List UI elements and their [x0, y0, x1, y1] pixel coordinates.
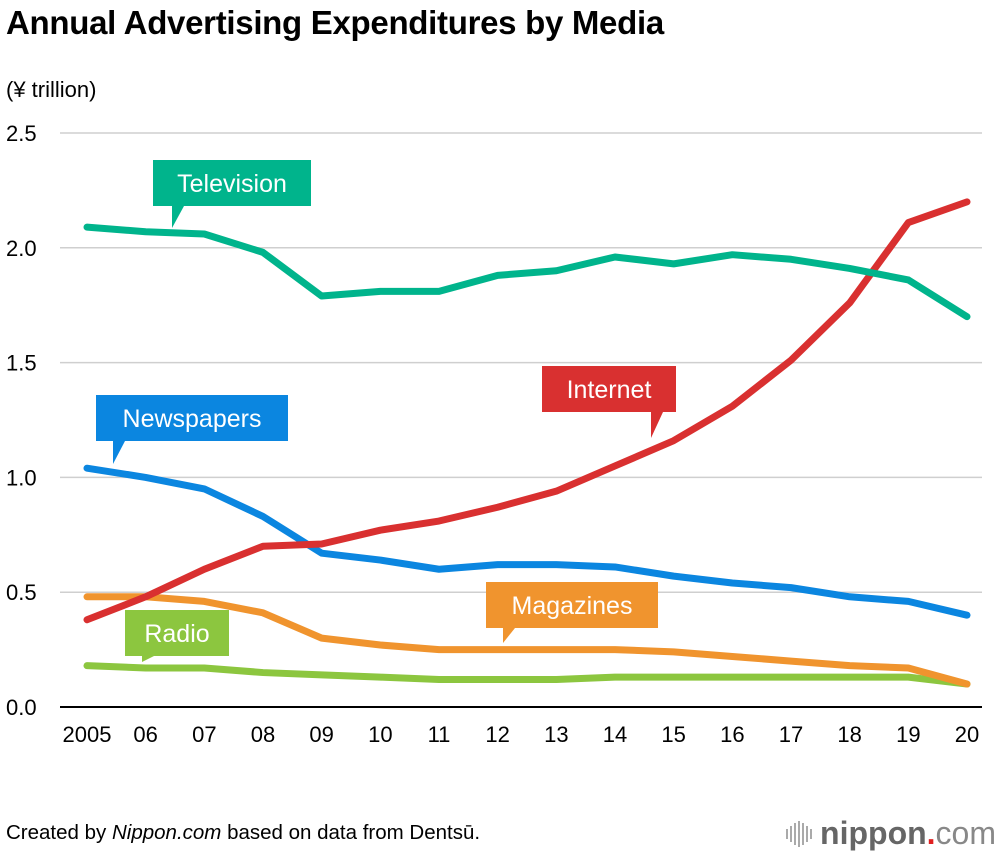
y-tick-label: 0.0 [6, 695, 37, 720]
series-label: Television [177, 170, 287, 198]
x-tick-label: 06 [133, 722, 157, 747]
series-line-radio [83, 662, 971, 688]
series-label: Radio [144, 620, 209, 648]
series-line-magazines [83, 593, 971, 688]
x-tick-label: 2005 [63, 722, 112, 747]
x-tick-label: 17 [779, 722, 803, 747]
callout-internet: Internet [542, 366, 676, 438]
chart-title: Annual Advertising Expenditures by Media [6, 4, 664, 41]
series-line-internet [83, 198, 971, 624]
x-tick-label: 10 [368, 722, 392, 747]
callout-box [486, 582, 658, 628]
sound-bars-icon [786, 820, 813, 847]
callout-pointer [651, 412, 663, 438]
series-label: Newspapers [123, 405, 262, 433]
callout-pointer [113, 441, 125, 464]
y-tick-label: 2.5 [6, 121, 37, 146]
callout-box [125, 610, 229, 656]
source-note: Created by Nippon.com based on data from… [6, 821, 480, 845]
callout-pointer [142, 656, 154, 662]
series-line-television [83, 223, 971, 321]
x-tick-label: 07 [192, 722, 216, 747]
x-tick-label: 18 [837, 722, 861, 747]
source-prefix: Created by [6, 821, 112, 844]
series-label: Internet [567, 376, 652, 404]
callout-box [96, 395, 288, 441]
x-tick-label: 16 [720, 722, 744, 747]
x-tick-label: 08 [251, 722, 275, 747]
y-axis-unit-label: (¥ trillion) [6, 77, 97, 102]
line-chart: 0.0 0.5 1.0 1.5 2.0 2.5 2005 06 07 08 09 10 11 12 13 1… [6, 121, 982, 747]
callout-box [153, 160, 311, 206]
y-tick-label: 2.0 [6, 236, 37, 261]
source-site-link[interactable]: Nippon.com [111, 821, 222, 844]
callout-box [542, 366, 676, 412]
source-suffix: based on data from Dentsū. [221, 821, 481, 844]
x-tick-label: 13 [544, 722, 568, 747]
x-tick-label: 20 [955, 722, 979, 747]
x-tick-label: 12 [485, 722, 509, 747]
callout-pointer [503, 628, 515, 643]
y-tick-label: 1.5 [6, 351, 37, 376]
callout-magazines: Magazines [486, 582, 658, 643]
callout-newspapers: Newspapers [96, 395, 288, 464]
logo-dot: . [926, 815, 936, 851]
x-tick-label: 11 [428, 722, 451, 747]
logo-tld: com [935, 815, 996, 851]
callout-radio: Radio [125, 610, 229, 662]
series-label: Magazines [512, 592, 633, 620]
series-line-newspapers [83, 464, 971, 619]
x-tick-label: 15 [661, 722, 685, 747]
callout-pointer [172, 206, 184, 228]
x-tick-label: 14 [603, 722, 627, 747]
y-tick-label: 0.5 [6, 580, 37, 605]
x-tick-label: 09 [309, 722, 333, 747]
x-tick-label: 19 [896, 722, 920, 747]
callout-television: Television [153, 160, 311, 228]
nippon-logo[interactable]: nippon. com [786, 815, 996, 852]
logo-name: nippon [820, 815, 927, 851]
y-tick-label: 1.0 [6, 465, 37, 490]
